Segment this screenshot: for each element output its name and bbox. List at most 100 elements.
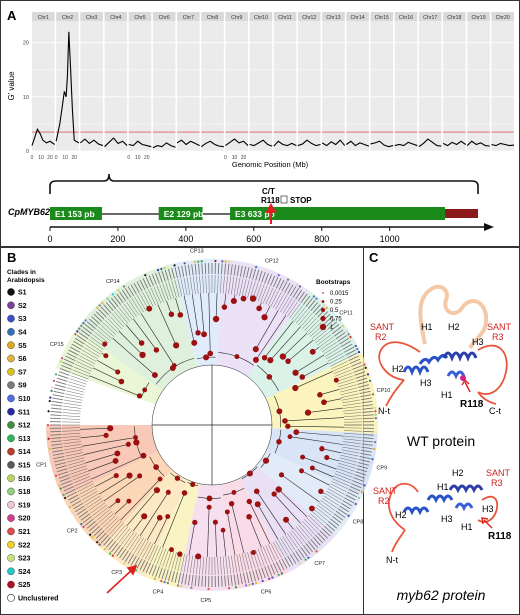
branch <box>114 500 130 515</box>
bootstrap-dot <box>279 353 287 360</box>
tip-branch <box>85 495 101 506</box>
tip-label <box>148 564 154 575</box>
clade-swatch <box>7 407 15 416</box>
tip-branch <box>300 522 313 537</box>
tip-label <box>333 513 344 521</box>
tip-label <box>297 291 305 302</box>
branch <box>301 470 330 486</box>
bootstrap-dot <box>256 305 262 312</box>
branch <box>81 437 136 447</box>
tip-branch <box>85 344 101 355</box>
tip-label <box>142 561 149 572</box>
tip-label <box>103 304 112 314</box>
bootstrap-dot <box>191 339 198 346</box>
clade-tip-marker <box>248 583 251 586</box>
tip-branch <box>150 287 159 305</box>
clade-tip-marker <box>363 484 366 487</box>
clade-tip-marker <box>363 363 366 366</box>
bootstrap-dot <box>138 340 145 346</box>
clade-tip-marker <box>360 490 363 493</box>
tip-label <box>360 394 372 398</box>
tip-label <box>161 270 166 282</box>
tip-label <box>54 462 66 466</box>
series-line-chr14 <box>346 140 370 147</box>
tip-branch <box>171 280 177 298</box>
tip-label <box>356 468 368 473</box>
tip-branch <box>338 381 356 388</box>
tip-branch <box>341 449 360 454</box>
bootstrap-dot <box>141 513 148 520</box>
tip-label <box>326 318 335 327</box>
clade-tip-marker <box>354 344 357 348</box>
tip-branch <box>177 553 183 572</box>
tip-label <box>315 534 324 544</box>
bootstrap-dot <box>133 439 140 446</box>
clade-legend-label: S15 <box>18 463 31 470</box>
tip-label <box>362 414 374 416</box>
tip-label <box>361 446 373 450</box>
bootstrap-dot <box>192 519 198 526</box>
bootstrap-swatch <box>322 292 324 294</box>
tip-label <box>111 297 119 307</box>
clade-tip-marker <box>160 267 163 271</box>
tip-branch <box>308 515 322 528</box>
tip-branch <box>236 277 241 296</box>
tip-branch <box>156 285 164 303</box>
clade-legend-label: S18 <box>18 489 31 496</box>
facet-strip <box>394 12 418 21</box>
clade-legend-label: S3 <box>18 316 27 323</box>
bootstrap-dot <box>169 365 176 371</box>
x-tick-label: 0 <box>127 155 130 161</box>
clade-swatch <box>7 527 15 536</box>
tip-branch <box>62 433 81 435</box>
tip-label <box>312 536 321 546</box>
mut-label-h1-a: H1 <box>437 482 449 492</box>
tip-label <box>174 267 178 279</box>
tip-label <box>224 575 227 587</box>
tip-label <box>352 364 363 370</box>
clade-swatch <box>7 474 15 483</box>
branch <box>162 492 185 548</box>
facet-strip <box>443 12 466 21</box>
tip-branch <box>270 290 279 307</box>
tip-label <box>155 273 160 284</box>
tip-branch <box>287 533 298 549</box>
tip-label <box>275 278 282 289</box>
tip-branch <box>236 554 241 573</box>
tip-label <box>177 266 182 278</box>
tip-branch <box>228 276 231 295</box>
branch <box>140 313 175 366</box>
tip-branch <box>82 349 98 360</box>
tip-branch <box>88 500 104 511</box>
tip-branch <box>282 536 293 552</box>
tip-branch <box>147 544 156 561</box>
mutation-arrow-icon <box>265 202 277 224</box>
wt-helix-h2 <box>418 353 449 365</box>
tip-branch <box>313 329 328 341</box>
tip-label <box>261 271 266 283</box>
exon-label: E2 129 pb <box>164 209 204 219</box>
branch <box>321 448 342 454</box>
bootstrap-dot <box>177 312 184 318</box>
tip-label <box>224 263 227 275</box>
clade-tip-marker <box>89 533 92 536</box>
bootstrap-swatch <box>321 308 325 312</box>
tip-label <box>139 560 146 571</box>
bootstrap-dot <box>173 342 180 349</box>
tip-branch <box>337 465 355 472</box>
clade-tip-marker <box>347 514 350 517</box>
tip-branch <box>189 555 193 574</box>
bootstrap-dot <box>139 351 146 359</box>
bootstrap-dot <box>126 498 132 504</box>
tip-branch <box>90 502 106 514</box>
series-line-chr10 <box>249 139 273 147</box>
tip-branch <box>336 375 354 382</box>
tip-label <box>321 528 331 537</box>
branch <box>295 371 333 389</box>
tip-label <box>348 488 359 495</box>
tip-label <box>358 387 370 391</box>
tip-branch <box>318 502 334 514</box>
clade-swatch <box>7 514 15 522</box>
clade-tip-marker <box>368 379 372 382</box>
